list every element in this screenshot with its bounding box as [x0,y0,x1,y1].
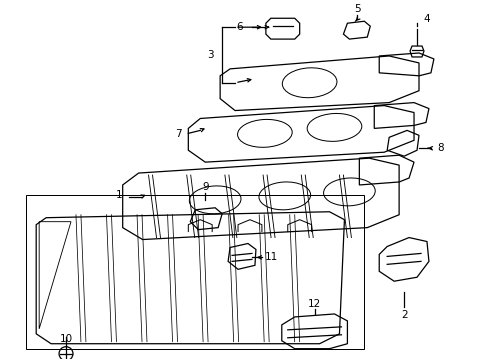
Text: 9: 9 [202,182,208,192]
Text: 2: 2 [400,310,407,320]
Text: 4: 4 [423,14,429,24]
Text: 6: 6 [236,22,243,32]
Text: 10: 10 [60,334,72,344]
Text: 7: 7 [175,129,182,139]
Text: 3: 3 [206,50,213,60]
Text: 8: 8 [437,143,443,153]
Bar [26,195,364,349]
Text: 12: 12 [307,299,321,309]
Text: 11: 11 [264,252,278,262]
Text: 1: 1 [115,190,122,200]
Text: 5: 5 [353,4,360,14]
